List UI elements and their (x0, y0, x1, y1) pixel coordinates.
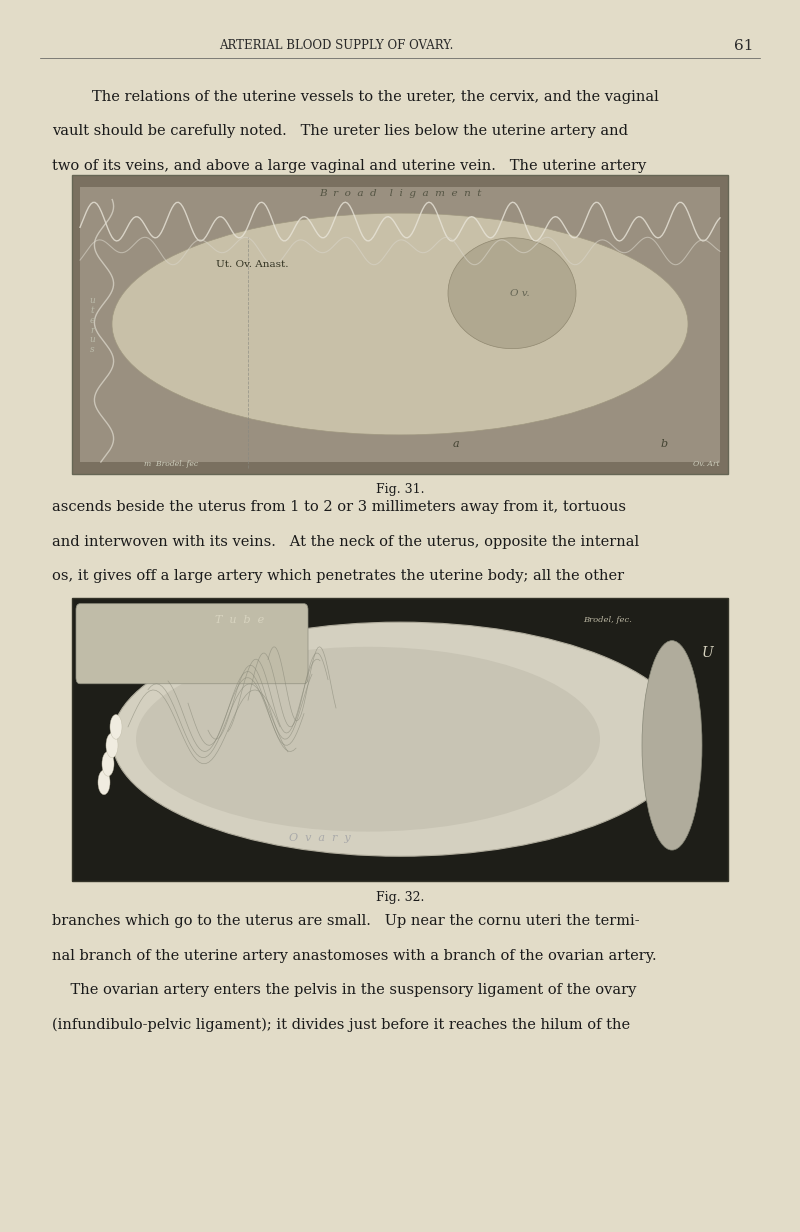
Ellipse shape (102, 752, 114, 776)
Ellipse shape (106, 733, 118, 758)
Text: ascends beside the uterus from 1 to 2 or 3 millimeters away from it, tortuous: ascends beside the uterus from 1 to 2 or… (52, 500, 626, 514)
Text: Brodel, fec.: Brodel, fec. (583, 616, 633, 623)
Text: Fig. 31.: Fig. 31. (376, 483, 424, 496)
Text: m  Brodel. fec: m Brodel. fec (144, 461, 198, 468)
Text: two of its veins, and above a large vaginal and uterine vein.   The uterine arte: two of its veins, and above a large vagi… (52, 159, 646, 172)
Bar (72, 175, 728, 474)
Text: O v.: O v. (510, 288, 530, 298)
Ellipse shape (448, 238, 576, 349)
Text: os, it gives off a large artery which penetrates the uterine body; all the other: os, it gives off a large artery which pe… (52, 569, 624, 583)
Text: u
t
e
r
u
s: u t e r u s (89, 297, 95, 354)
Ellipse shape (642, 641, 702, 850)
Bar (72, 598, 728, 881)
Text: (infundibulo-pelvic ligament); it divides just before it reaches the hilum of th: (infundibulo-pelvic ligament); it divide… (52, 1018, 630, 1032)
Ellipse shape (98, 770, 110, 795)
Text: Ut. Ov. Anast.: Ut. Ov. Anast. (216, 260, 289, 270)
Ellipse shape (110, 715, 122, 739)
Text: 61: 61 (734, 38, 754, 53)
Ellipse shape (112, 213, 688, 435)
FancyBboxPatch shape (76, 604, 308, 684)
Text: branches which go to the uterus are small.   Up near the cornu uteri the termi-: branches which go to the uterus are smal… (52, 914, 640, 928)
Text: Ov. Art: Ov. Art (694, 461, 720, 468)
Text: T  u  b  e: T u b e (215, 615, 265, 625)
Text: ARTERIAL BLOOD SUPPLY OF OVARY.: ARTERIAL BLOOD SUPPLY OF OVARY. (219, 39, 453, 52)
Text: a: a (453, 439, 459, 448)
Bar (80, 187, 720, 462)
Text: Fig. 32.: Fig. 32. (376, 891, 424, 904)
Text: nal branch of the uterine artery anastomoses with a branch of the ovarian artery: nal branch of the uterine artery anastom… (52, 949, 657, 962)
Text: The relations of the uterine vessels to the ureter, the cervix, and the vaginal: The relations of the uterine vessels to … (92, 90, 658, 103)
Text: and interwoven with its veins.   At the neck of the uterus, opposite the interna: and interwoven with its veins. At the ne… (52, 535, 639, 548)
Text: O  v  a  r  y: O v a r y (289, 833, 351, 843)
Text: vault should be carefully noted.   The ureter lies below the uterine artery and: vault should be carefully noted. The ure… (52, 124, 628, 138)
Text: b: b (661, 439, 667, 448)
Ellipse shape (112, 622, 688, 856)
Ellipse shape (136, 647, 600, 832)
Text: U: U (702, 646, 714, 660)
Text: B  r  o  a  d    l  i  g  a  m  e  n  t: B r o a d l i g a m e n t (319, 188, 481, 198)
Text: The ovarian artery enters the pelvis in the suspensory ligament of the ovary: The ovarian artery enters the pelvis in … (52, 983, 636, 997)
